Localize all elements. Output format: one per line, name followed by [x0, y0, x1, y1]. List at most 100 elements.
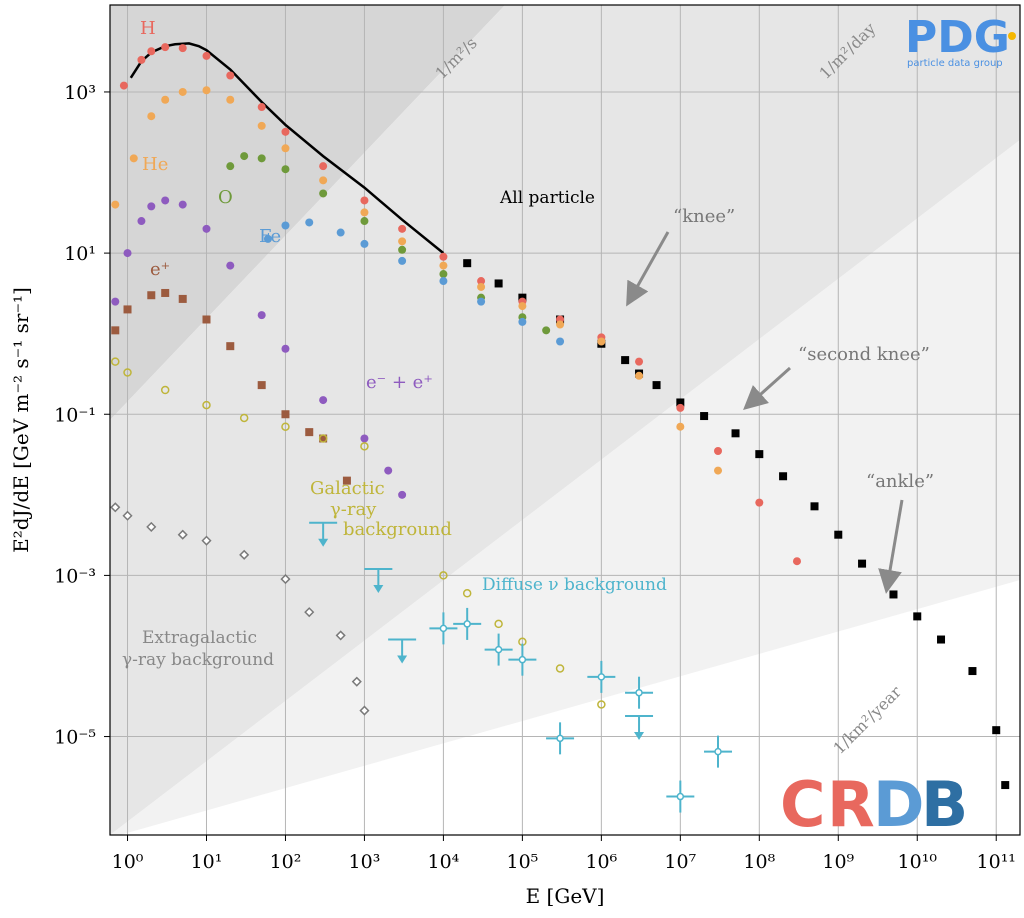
series-label-galactic-2: γ-ray: [330, 499, 377, 520]
x-tick-label: 10²: [270, 851, 302, 873]
pdg-logo-dot: [1008, 32, 1016, 40]
data-point: [319, 176, 328, 185]
y-tick-label: 10⁻¹: [54, 404, 96, 426]
data-point: [319, 162, 328, 171]
data-point: [439, 624, 448, 633]
crdb-logo: C R D B: [780, 768, 968, 841]
data-point: [335, 630, 346, 641]
data-point: [111, 297, 120, 306]
flux-band-3: [110, 140, 1020, 835]
flux-band-2: [110, 5, 1020, 835]
x-tick-label: 10⁴: [428, 851, 460, 873]
data-point: [676, 422, 685, 431]
data-point: [792, 557, 801, 566]
series-7: [111, 357, 606, 709]
series-2: [111, 86, 723, 475]
data-point: [257, 311, 266, 320]
series-label-extragal-1: Extragalactic: [142, 628, 257, 648]
data-point: [676, 403, 685, 412]
data-point: [178, 87, 187, 96]
data-point: [281, 422, 290, 431]
data-point: [178, 200, 187, 209]
data-point: [700, 412, 709, 421]
upper-limit-arrow: [373, 585, 384, 594]
y-axis-ticks: 10³ 10¹ 10⁻¹ 10⁻³ 10⁻⁵: [54, 82, 110, 749]
data-point: [226, 342, 235, 351]
data-point: [439, 270, 448, 279]
data-point: [755, 450, 764, 459]
data-point: [597, 700, 606, 709]
annotation-ankle: “ankle”: [866, 471, 934, 492]
data-point: [351, 676, 362, 687]
data-point: [202, 315, 211, 324]
crdb-letter-r: R: [827, 768, 875, 841]
data-point: [257, 154, 266, 163]
data-point: [597, 673, 606, 681]
data-point: [889, 590, 898, 599]
data-point: [226, 162, 235, 171]
data-point: [281, 410, 290, 419]
upper-limit-arrow: [318, 538, 329, 547]
data-point: [281, 144, 290, 153]
data-point: [635, 357, 644, 366]
data-point: [111, 357, 120, 366]
series-label-eplus: e⁺: [150, 259, 170, 280]
data-point: [360, 239, 369, 248]
data-point: [305, 428, 314, 437]
plot-area: [109, 4, 1021, 836]
data-point: [968, 667, 977, 676]
data-point: [319, 396, 328, 405]
x-axis-label: E [GeV]: [526, 884, 605, 908]
data-point: [161, 288, 170, 297]
annotation-ankle-arrow: [878, 499, 904, 594]
data-point: [319, 189, 328, 198]
data-point: [597, 337, 606, 346]
x-tick-label: 10¹: [191, 851, 223, 873]
data-point: [518, 302, 527, 311]
data-point: [239, 549, 250, 560]
grid: [110, 5, 1020, 835]
series-label-galactic-1: Galactic: [310, 478, 385, 499]
data-point: [161, 95, 170, 104]
data-point: [398, 256, 407, 265]
data-point: [257, 103, 266, 112]
data-point: [123, 368, 132, 377]
data-point: [147, 202, 156, 211]
data-point: [477, 277, 486, 286]
data-point: [342, 476, 351, 485]
data-point: [714, 466, 723, 475]
series-5: [111, 196, 407, 499]
data-point: [439, 277, 448, 286]
y-tick-label: 10³: [64, 82, 96, 104]
data-point: [439, 261, 448, 270]
data-point: [635, 688, 643, 697]
data-point: [318, 434, 328, 443]
data-point: [556, 320, 565, 329]
data-point: [123, 249, 132, 258]
data-point: [202, 51, 211, 60]
x-axis-ticks: 10⁰ 10¹ 10² 10³ 10⁴ 10⁵ 10⁶ 10⁷ 10⁸ 10⁹ 10¹⁰ 10¹¹: [112, 835, 1016, 873]
data-point: [834, 530, 843, 539]
data-point: [137, 55, 146, 64]
data-point: [360, 208, 369, 217]
data-point: [398, 237, 407, 246]
data-point: [201, 535, 212, 546]
data-point: [304, 607, 315, 618]
data-point: [359, 705, 370, 716]
x-tick-label: 10⁸: [743, 851, 775, 873]
x-tick-label: 10⁰: [112, 851, 144, 873]
data-point: [226, 95, 235, 104]
data-point: [714, 446, 723, 455]
data-point: [202, 86, 211, 95]
data-point: [146, 521, 157, 532]
data-point: [714, 747, 722, 756]
data-point: [913, 612, 922, 621]
series-label-he: He: [142, 154, 168, 175]
data-point: [676, 398, 685, 407]
x-tick-label: 10⁹: [822, 851, 854, 873]
data-point: [477, 297, 486, 306]
data-point: [202, 224, 211, 233]
data-point: [462, 589, 472, 598]
data-point: [384, 466, 393, 475]
x-tick-label: 10⁷: [664, 851, 696, 873]
